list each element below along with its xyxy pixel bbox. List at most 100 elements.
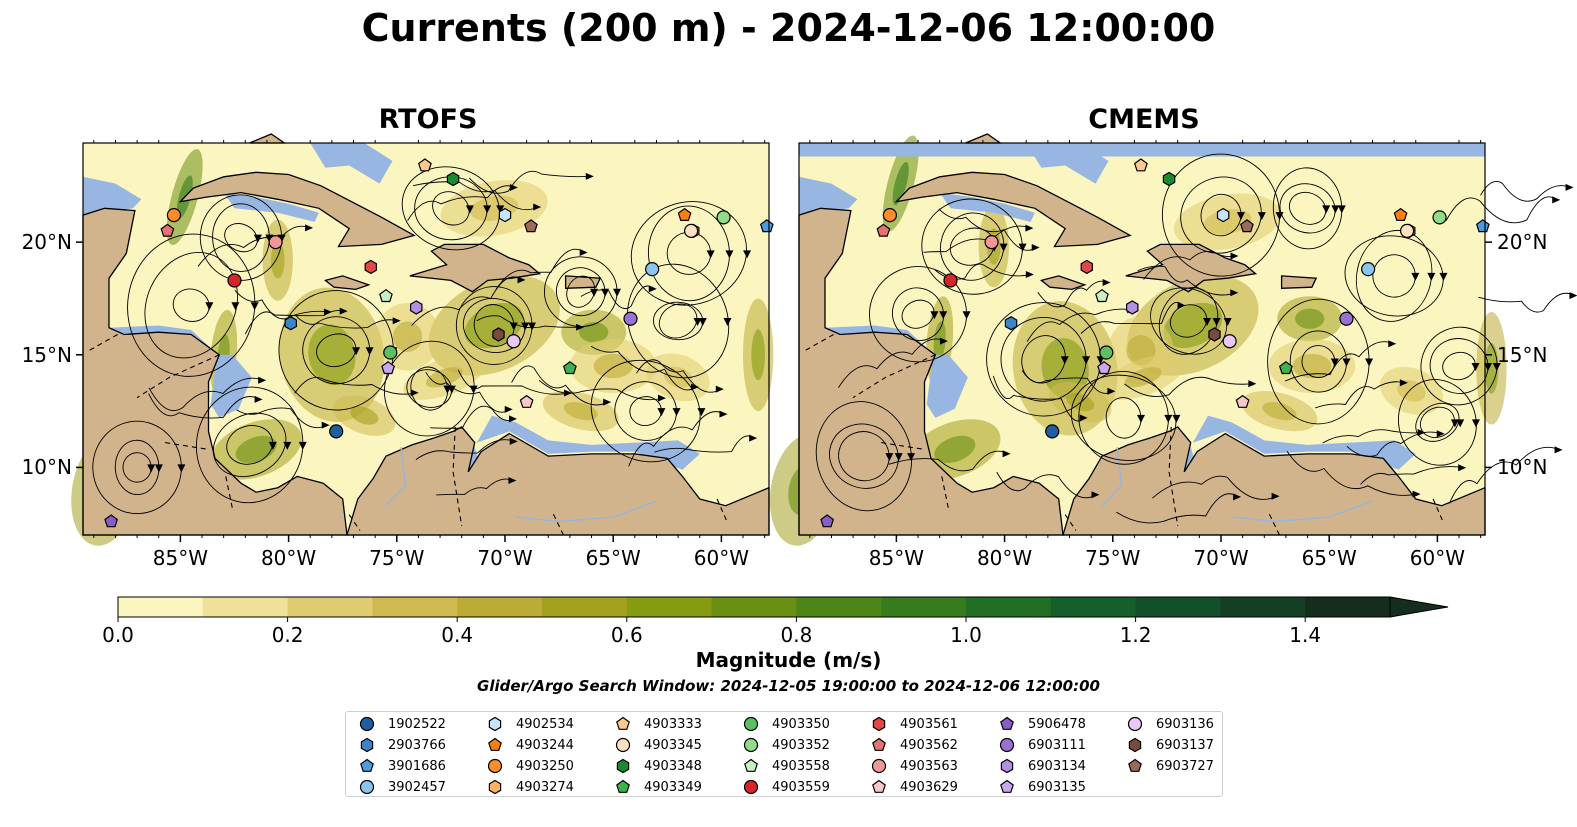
streamlines bbox=[92, 166, 758, 515]
figure-title: Currents (200 m) - 2024-12-06 12:00:00 bbox=[361, 6, 1216, 50]
legend-marker-4903561 bbox=[872, 716, 886, 732]
float-marker-6903727 bbox=[524, 219, 538, 233]
streamline-arrow bbox=[1492, 363, 1501, 372]
legend-marker-6903136 bbox=[1127, 716, 1143, 732]
legend-label: 4903559 bbox=[772, 779, 830, 795]
float-marker-4903250 bbox=[166, 207, 181, 223]
hexagon-marker-icon bbox=[872, 716, 886, 732]
legend-label: 1902522 bbox=[388, 716, 446, 732]
legend-label: 4903333 bbox=[644, 716, 702, 732]
streamline-arrow bbox=[1025, 271, 1034, 279]
streamline-arrow bbox=[706, 250, 715, 259]
streamline-arrow bbox=[509, 437, 518, 445]
float-marker-6903134 bbox=[410, 300, 423, 315]
streamline bbox=[1152, 475, 1277, 500]
legend-marker-4903348 bbox=[616, 758, 630, 774]
legend-item-4903629: 4903629 bbox=[870, 777, 958, 797]
float-marker-4903559 bbox=[227, 273, 242, 288]
streamline bbox=[580, 285, 655, 310]
float-marker-4903559 bbox=[943, 273, 958, 288]
streamline bbox=[236, 407, 327, 429]
streamline-arrow bbox=[527, 322, 536, 331]
lon-tick-label: 75°W bbox=[1085, 546, 1141, 570]
lat-tick-label-right: 15°N bbox=[1497, 342, 1548, 367]
streamline-arrow bbox=[268, 441, 277, 450]
streamline-arrow bbox=[939, 311, 948, 320]
country-border bbox=[881, 442, 925, 450]
streamline-arrow bbox=[999, 243, 1008, 252]
colorbar-label: Magnitude (m/s) bbox=[695, 648, 882, 672]
streamline bbox=[1315, 381, 1406, 409]
streamline-arrow bbox=[1330, 358, 1339, 367]
legend-label: 4903250 bbox=[516, 758, 574, 774]
float-markers bbox=[104, 158, 774, 528]
colorbar-segment bbox=[626, 597, 713, 617]
legend-item-2903766: 2903766 bbox=[358, 735, 446, 755]
streamline-arrow bbox=[1365, 358, 1374, 367]
streamline bbox=[148, 377, 264, 412]
pentagon-marker-icon bbox=[1000, 779, 1014, 793]
hexagon-marker-icon bbox=[1000, 758, 1014, 774]
streamline-arrow bbox=[298, 441, 307, 450]
float-legend: 1902522 2903766 3901686 3902457 4902534 49032… bbox=[345, 711, 1223, 797]
bahamas-banks bbox=[1026, 143, 1109, 184]
colorbar-tick-label: 0.0 bbox=[102, 623, 134, 647]
eddy-streamline bbox=[401, 166, 501, 251]
streamline bbox=[1116, 493, 1239, 524]
legend-marker-6903111 bbox=[999, 737, 1015, 753]
eddy-streamline bbox=[1442, 351, 1476, 381]
streamline bbox=[511, 365, 609, 406]
lon-tick-label: 80°W bbox=[260, 546, 317, 570]
streamline-arrow bbox=[365, 347, 374, 356]
streamline-arrow bbox=[508, 415, 517, 423]
streamline bbox=[197, 225, 311, 267]
float-marker-6903111 bbox=[623, 311, 638, 326]
float-marker-4903250 bbox=[882, 207, 897, 223]
streamline bbox=[294, 314, 398, 329]
streamline-arrow bbox=[907, 453, 916, 462]
streamline-arrow bbox=[579, 248, 588, 256]
lat-tick-label-right: 10°N bbox=[1497, 455, 1548, 480]
circle-marker-icon bbox=[743, 779, 759, 795]
float-marker-6903135 bbox=[381, 361, 396, 375]
streamline-arrow bbox=[1223, 317, 1232, 326]
float-marker-4903348 bbox=[446, 171, 460, 187]
streamline-arrow bbox=[1417, 429, 1426, 437]
float-marker-4903345 bbox=[1399, 223, 1415, 238]
streamline bbox=[1286, 450, 1418, 496]
streamline-arrow bbox=[698, 317, 707, 326]
legend-label: 6903727 bbox=[1156, 758, 1214, 774]
streamline bbox=[407, 185, 515, 221]
legend-item-4903352: 4903352 bbox=[742, 735, 830, 755]
country-border bbox=[136, 354, 220, 399]
pentagon-marker-icon bbox=[360, 758, 374, 772]
eddy-streamline bbox=[630, 201, 748, 306]
streamline-arrow bbox=[447, 385, 456, 394]
eddy-streamline bbox=[278, 290, 394, 411]
circle-marker-icon bbox=[359, 779, 375, 795]
legend-marker-4902534 bbox=[488, 716, 502, 732]
float-marker-4903349 bbox=[562, 361, 577, 375]
streamline bbox=[1445, 196, 1558, 224]
magnitude-patches bbox=[769, 135, 1507, 546]
streamline bbox=[1137, 265, 1236, 296]
streamline-arrow bbox=[693, 317, 702, 326]
hispaniola-land bbox=[1125, 243, 1258, 293]
streamline-arrow bbox=[672, 408, 681, 417]
streamline-arrow bbox=[576, 323, 585, 331]
lon-tick-label: 60°W bbox=[1409, 546, 1466, 570]
streamline bbox=[1360, 466, 1464, 485]
streamline bbox=[244, 310, 345, 335]
lon-tick-label: 80°W bbox=[976, 546, 1033, 570]
lon-tick-label: 85°W bbox=[152, 546, 208, 570]
hexagon-marker-icon bbox=[360, 737, 374, 753]
streamline-arrow bbox=[1337, 205, 1346, 214]
speed-patch-core bbox=[563, 402, 598, 421]
float-marker-6903727 bbox=[1240, 219, 1254, 233]
yucatan-shelf bbox=[799, 176, 858, 216]
streamline-arrow bbox=[1257, 212, 1266, 221]
float-marker-5906478 bbox=[104, 514, 119, 528]
streamline-arrow bbox=[1102, 278, 1111, 286]
float-marker-3901686 bbox=[1475, 219, 1490, 233]
eddy-streamline bbox=[1070, 374, 1177, 462]
